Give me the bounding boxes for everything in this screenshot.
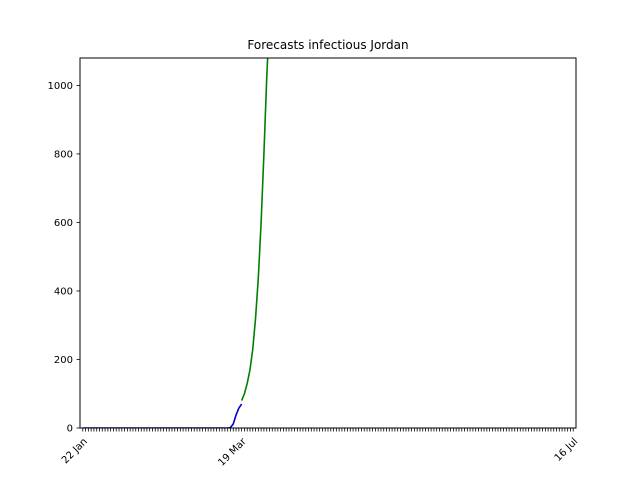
y-tick-label: 0 — [67, 424, 73, 435]
x-tick-label: 19 Mar — [216, 436, 249, 469]
y-tick-label: 1000 — [48, 81, 73, 92]
y-axis: 0 200 400 600 800 1000 — [48, 81, 80, 435]
x-tick-label: 16 Jul — [553, 436, 581, 464]
y-tick-label: 400 — [54, 286, 73, 297]
y-tick-label: 600 — [54, 218, 73, 229]
series-line-2 — [240, 58, 269, 401]
y-tick-label: 200 — [54, 355, 73, 366]
y-tick-label: 800 — [54, 149, 73, 160]
plot-frame — [79, 57, 577, 429]
chart-title: Forecasts infectious Jordan — [247, 38, 408, 52]
x-axis: 22 Jan 19 Mar 16 Jul — [60, 428, 580, 469]
plot-area — [80, 58, 576, 428]
x-tick-label: 22 Jan — [60, 436, 90, 466]
